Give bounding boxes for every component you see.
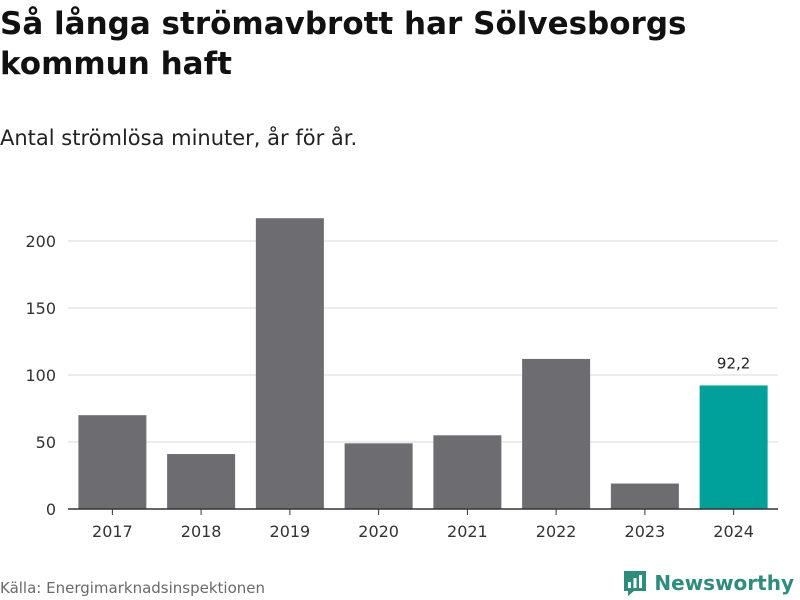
- x-tick-label: 2020: [358, 522, 399, 541]
- bar: [610, 483, 679, 509]
- bar: [522, 358, 591, 509]
- newsworthy-logo-icon: [624, 571, 647, 596]
- y-tick-label: 0: [46, 500, 56, 519]
- brand-name: Newsworthy: [654, 571, 794, 595]
- x-tick-label: 2017: [92, 522, 133, 541]
- y-tick-label: 200: [25, 232, 56, 251]
- brand-logo: Newsworthy: [622, 569, 794, 597]
- bar: [255, 218, 324, 509]
- y-tick-label: 150: [25, 299, 56, 318]
- y-tick-label: 50: [36, 433, 56, 452]
- data-label: 92,2: [717, 354, 750, 372]
- y-tick-label: 100: [25, 366, 56, 385]
- x-tick-label: 2018: [181, 522, 222, 541]
- bar: [167, 454, 236, 509]
- chart-title: Så långa strömavbrott har Sölvesborgs ko…: [0, 6, 687, 82]
- bar: [699, 385, 768, 509]
- bar-chart: 0 50 100 150 200 2017 2018 2019 2020 2021 2022 2023…: [25, 218, 778, 541]
- chart-subtitle: Antal strömlösa minuter, år för år.: [0, 126, 358, 150]
- bar: [78, 415, 147, 509]
- bar: [433, 435, 502, 509]
- bar: [344, 443, 413, 509]
- source-note: Källa: Energimarknadsinspektionen: [0, 579, 266, 597]
- x-tick-label: 2019: [270, 522, 311, 541]
- x-tick-label: 2024: [713, 522, 754, 541]
- x-tick-label: 2022: [536, 522, 577, 541]
- x-tick-label: 2023: [625, 522, 666, 541]
- x-tick-label: 2021: [447, 522, 488, 541]
